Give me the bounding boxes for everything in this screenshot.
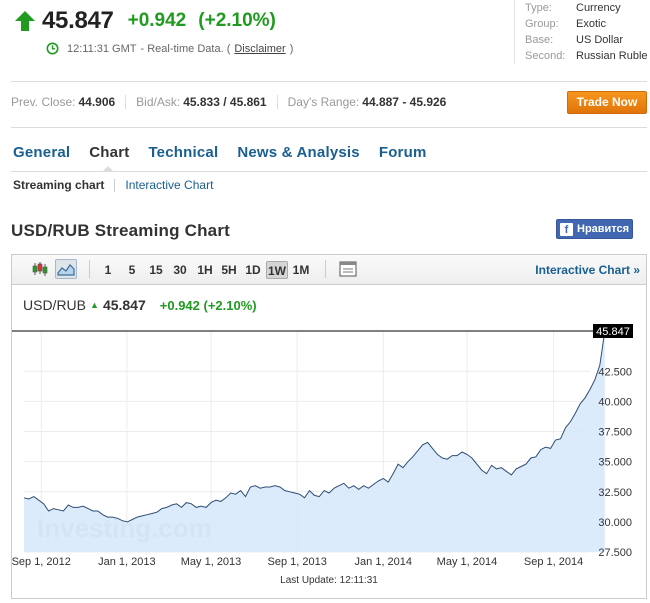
legend-up-icon: ▲ xyxy=(90,300,99,310)
sub-tabs: Streaming chart Interactive Chart xyxy=(13,178,213,192)
last-price: 45.847 xyxy=(42,7,114,34)
bidask-value: 45.833 / 45.861 xyxy=(183,95,267,109)
legend-change: +0.942 (+2.10%) xyxy=(159,297,257,313)
up-arrow-icon xyxy=(15,11,35,31)
legend-price: 45.847 xyxy=(102,297,146,313)
settings-panel-icon[interactable] xyxy=(337,259,359,279)
info-key: Second: xyxy=(525,50,566,62)
tab-general[interactable]: General xyxy=(13,144,71,161)
x-tick-label: Jan 1, 2014 xyxy=(355,556,413,568)
y-tick-label: 35.000 xyxy=(598,457,632,469)
x-tick-label: Sep 1, 2014 xyxy=(524,556,583,568)
bidask-label: Bid/Ask: xyxy=(136,95,181,109)
quote-header: 45.847 +0.942 (+2.10%) 12:11:31 GMT - Re… xyxy=(14,6,297,62)
main-tabs: General Chart Technical News & Analysis … xyxy=(13,144,446,161)
period-15[interactable]: 15 xyxy=(149,263,163,277)
x-tick-label: Sep 1, 2013 xyxy=(267,556,326,568)
subtab-streaming-chart[interactable]: Streaming chart xyxy=(13,178,105,192)
info-value: Russian Ruble xyxy=(576,50,648,62)
stats-divider xyxy=(125,95,127,109)
legend-symbol: USD/RUB xyxy=(23,297,87,313)
y-tick-label: 37.500 xyxy=(598,427,632,439)
interactive-chart-link[interactable]: Interactive Chart » xyxy=(535,263,640,277)
stats-bar: Prev. Close: 44.906 Bid/Ask: 45.833 / 45… xyxy=(11,95,446,109)
last-price-label: 45.847 xyxy=(596,326,630,338)
x-tick-label: Sep 1, 2012 xyxy=(12,556,71,568)
chart-toolbar: 1 5 15 30 1H 5H 1D 1W 1M Interactive Cha… xyxy=(12,255,646,285)
y-tick-label: 30.000 xyxy=(598,517,632,529)
trade-now-button[interactable]: Trade Now xyxy=(567,91,647,114)
quote-time: 12:11:31 GMT xyxy=(67,42,137,55)
facebook-like-label: Нравится xyxy=(577,223,630,235)
clock-icon xyxy=(46,42,59,55)
tab-technical[interactable]: Technical xyxy=(148,144,219,161)
tab-chart[interactable]: Chart xyxy=(89,144,130,161)
period-5h[interactable]: 5H xyxy=(221,263,237,277)
y-tick-label: 40.000 xyxy=(598,396,632,408)
info-row-group: Group: Exotic xyxy=(525,16,650,32)
price-line xyxy=(23,330,606,523)
info-value: Exotic xyxy=(576,18,606,30)
tab-news-analysis[interactable]: News & Analysis xyxy=(237,144,360,161)
subtab-interactive-chart[interactable]: Interactive Chart xyxy=(125,178,214,192)
period-1w[interactable]: 1W xyxy=(266,261,288,279)
chart-legend: USD/RUB ▲ 45.847 +0.942 (+2.10%) xyxy=(23,297,257,313)
facebook-icon: f xyxy=(560,222,573,236)
area-chart-toggle[interactable] xyxy=(55,259,77,279)
x-tick-label: May 1, 2013 xyxy=(181,556,242,568)
period-1d[interactable]: 1D xyxy=(245,263,261,277)
last-price-label-bg xyxy=(593,324,633,338)
disclaimer-link[interactable]: Disclaimer xyxy=(234,42,286,55)
price-change: +0.942 xyxy=(127,10,187,31)
info-value: US Dollar xyxy=(576,34,624,46)
toolbar-divider xyxy=(89,260,90,278)
divider xyxy=(11,81,647,82)
tabs-underline xyxy=(11,171,647,172)
info-key: Group: xyxy=(525,18,559,30)
instrument-info: Type: Currency Group: Exotic Base: US Dolla… xyxy=(514,0,650,64)
candlestick-icon[interactable] xyxy=(29,259,51,279)
info-row-type: Type: Currency xyxy=(525,0,650,16)
facebook-like-button[interactable]: f Нравится xyxy=(556,219,633,239)
price-area xyxy=(24,331,605,552)
days-range-value: 44.887 - 45.926 xyxy=(362,95,447,109)
stats-divider xyxy=(276,95,278,109)
disclaimer-close: ) xyxy=(289,42,294,55)
prev-close-value: 44.906 xyxy=(78,95,116,109)
area-chart-icon xyxy=(57,264,75,276)
tab-forum[interactable]: Forum xyxy=(378,144,427,161)
realtime-label: - Real-time Data. ( xyxy=(140,42,231,55)
x-tick-label: May 1, 2014 xyxy=(437,556,498,568)
streaming-chart: 1 5 15 30 1H 5H 1D 1W 1M Interactive Cha… xyxy=(11,254,647,599)
last-update: Last Update: 12:11:31 xyxy=(280,575,378,586)
price-chart: Investing.com45.84727.50030.00032.50035.… xyxy=(12,324,633,568)
period-1m[interactable]: 1M xyxy=(292,263,310,277)
y-tick-label: 27.500 xyxy=(598,547,632,559)
subtab-divider xyxy=(114,178,116,192)
period-1[interactable]: 1 xyxy=(104,263,112,277)
page-title: USD/RUB Streaming Chart xyxy=(11,221,231,240)
price-change-percent: (+2.10%) xyxy=(198,10,276,31)
info-row-base: Base: US Dollar xyxy=(525,32,650,48)
x-tick-label: Jan 1, 2013 xyxy=(98,556,156,568)
period-5[interactable]: 5 xyxy=(128,263,136,277)
toolbar-divider xyxy=(325,260,326,278)
y-tick-label: 32.500 xyxy=(598,487,632,499)
divider xyxy=(11,127,647,128)
y-tick-label: 42.500 xyxy=(598,366,632,378)
period-1h[interactable]: 1H xyxy=(197,263,213,277)
info-key: Base: xyxy=(525,34,554,46)
days-range-label: Day's Range: xyxy=(287,95,360,109)
info-value: Currency xyxy=(576,2,621,14)
info-key: Type: xyxy=(525,2,552,14)
prev-close-label: Prev. Close: xyxy=(11,95,76,109)
period-30[interactable]: 30 xyxy=(173,263,187,277)
info-row-second: Second: Russian Ruble xyxy=(525,48,650,64)
active-tab-pointer xyxy=(102,166,114,172)
